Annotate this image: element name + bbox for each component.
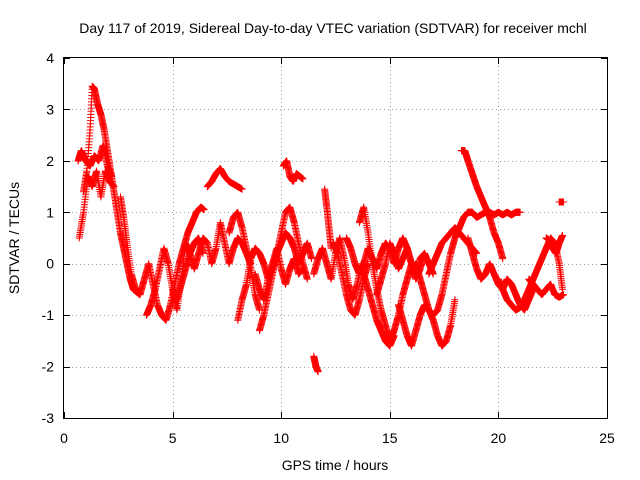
data-point	[238, 185, 246, 193]
x-tick-label: 20	[491, 430, 507, 446]
y-tick-label: -1	[42, 307, 55, 323]
plot-frame	[63, 57, 608, 419]
x-tick-label: 10	[273, 430, 289, 446]
y-tick-label: 3	[46, 101, 54, 117]
x-tick-label: 25	[599, 430, 615, 446]
y-tick-label: -2	[42, 359, 55, 375]
data-point	[200, 206, 208, 214]
x-axis-label: GPS time / hours	[282, 457, 389, 473]
y-axis-label: SDTVAR / TECUs	[6, 182, 22, 294]
y-tick-label: 1	[46, 204, 54, 220]
data-point	[314, 368, 322, 376]
x-tick-label: 5	[169, 430, 177, 446]
axis-tick-labels: 0 5 10 15 20 25 -3 -2 -1 0 1 2 3 4	[42, 50, 615, 446]
data-point	[308, 255, 316, 263]
x-tick-label: 15	[382, 430, 398, 446]
y-tick-label: -3	[42, 410, 55, 426]
y-tick-label: 4	[46, 50, 54, 66]
axis-ticks	[64, 58, 608, 419]
data-point	[255, 306, 263, 314]
data-point	[303, 275, 311, 283]
data-marks	[74, 82, 568, 376]
chart-title: Day 117 of 2019, Sidereal Day-to-day VTE…	[79, 20, 587, 36]
y-tick-label: 0	[46, 256, 54, 272]
data-point	[299, 175, 307, 183]
x-tick-label: 0	[60, 430, 68, 446]
grid	[64, 58, 607, 418]
y-tick-label: 2	[46, 153, 54, 169]
data-point	[451, 296, 459, 304]
